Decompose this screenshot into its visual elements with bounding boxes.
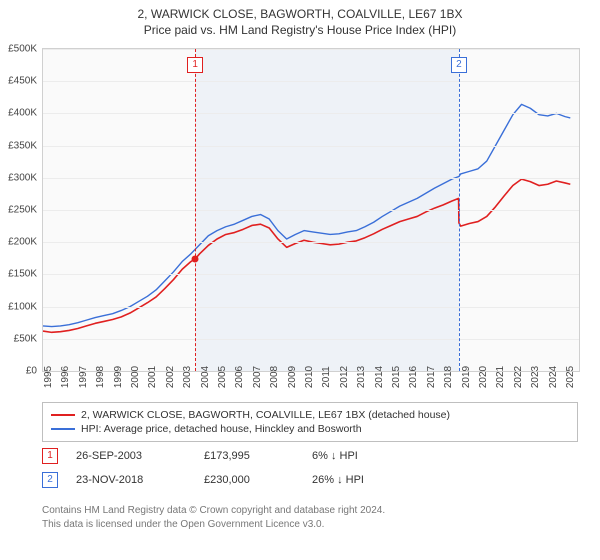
title-line2: Price paid vs. HM Land Registry's House …: [0, 22, 600, 38]
legend-swatch-hpi: [51, 428, 75, 430]
footer-line2: This data is licensed under the Open Gov…: [42, 518, 385, 532]
x-tick-label: 2018: [443, 366, 454, 388]
y-tick-label: £50K: [14, 333, 37, 344]
x-tick-label: 2002: [165, 366, 176, 388]
footer-line1: Contains HM Land Registry data © Crown c…: [42, 504, 385, 518]
y-tick-label: £350K: [8, 140, 37, 151]
x-tick-label: 2008: [269, 366, 280, 388]
y-gridline: [43, 49, 579, 50]
transaction-price: £173,995: [204, 450, 294, 462]
x-tick-label: 2021: [495, 366, 506, 388]
x-tick-label: 2025: [565, 366, 576, 388]
legend-label-hpi: HPI: Average price, detached house, Hinc…: [81, 423, 362, 435]
transaction-row: 1 26-SEP-2003 £173,995 6% ↓ HPI: [42, 448, 402, 464]
x-tick-label: 2010: [304, 366, 315, 388]
transaction-delta: 6% ↓ HPI: [312, 450, 402, 462]
x-tick-label: 1995: [43, 366, 54, 388]
transaction-badge: 2: [42, 472, 58, 488]
sale-point: [192, 255, 199, 262]
x-tick-label: 2003: [182, 366, 193, 388]
title-block: 2, WARWICK CLOSE, BAGWORTH, COALVILLE, L…: [0, 0, 600, 38]
marker-vline: [195, 49, 196, 371]
transaction-row: 2 23-NOV-2018 £230,000 26% ↓ HPI: [42, 472, 402, 488]
x-tick-label: 2016: [408, 366, 419, 388]
x-tick-label: 1999: [113, 366, 124, 388]
x-tick-label: 2000: [130, 366, 141, 388]
x-tick-label: 2007: [252, 366, 263, 388]
x-tick-label: 2023: [530, 366, 541, 388]
marker-badge: 2: [451, 57, 467, 73]
legend-row-hpi: HPI: Average price, detached house, Hinc…: [51, 423, 569, 435]
y-gridline: [43, 113, 579, 114]
y-tick-label: £100K: [8, 301, 37, 312]
x-tick-label: 2004: [200, 366, 211, 388]
y-gridline: [43, 307, 579, 308]
x-tick-label: 2009: [287, 366, 298, 388]
x-tick-label: 2001: [147, 366, 158, 388]
x-tick-label: 1997: [78, 366, 89, 388]
series-hpi: [43, 104, 570, 326]
y-gridline: [43, 178, 579, 179]
y-gridline: [43, 339, 579, 340]
y-gridline: [43, 81, 579, 82]
x-tick-label: 2015: [391, 366, 402, 388]
x-tick-label: 1996: [60, 366, 71, 388]
y-tick-label: £250K: [8, 205, 37, 216]
x-tick-label: 2014: [374, 366, 385, 388]
y-tick-label: £200K: [8, 237, 37, 248]
footer-note: Contains HM Land Registry data © Crown c…: [42, 504, 385, 531]
x-tick-label: 2012: [339, 366, 350, 388]
plot-area: £0£50K£100K£150K£200K£250K£300K£350K£400…: [42, 48, 580, 372]
y-gridline: [43, 274, 579, 275]
x-tick-label: 2011: [321, 366, 332, 388]
x-tick-label: 2024: [548, 366, 559, 388]
y-tick-label: £450K: [8, 76, 37, 87]
transaction-date: 26-SEP-2003: [76, 450, 186, 462]
y-gridline: [43, 146, 579, 147]
x-tick-label: 2022: [513, 366, 524, 388]
y-gridline: [43, 210, 579, 211]
title-line1: 2, WARWICK CLOSE, BAGWORTH, COALVILLE, L…: [0, 6, 600, 22]
transaction-price: £230,000: [204, 474, 294, 486]
x-tick-label: 2017: [426, 366, 437, 388]
y-gridline: [43, 242, 579, 243]
x-tick-label: 2019: [461, 366, 472, 388]
y-tick-label: £300K: [8, 172, 37, 183]
x-tick-label: 2013: [356, 366, 367, 388]
marker-badge: 1: [187, 57, 203, 73]
transaction-delta: 26% ↓ HPI: [312, 474, 402, 486]
x-tick-label: 2006: [234, 366, 245, 388]
legend-swatch-property: [51, 414, 75, 416]
x-tick-label: 2005: [217, 366, 228, 388]
y-tick-label: £150K: [8, 269, 37, 280]
transaction-badge: 1: [42, 448, 58, 464]
legend-box: 2, WARWICK CLOSE, BAGWORTH, COALVILLE, L…: [42, 402, 578, 442]
y-tick-label: £0: [26, 366, 37, 377]
legend-label-property: 2, WARWICK CLOSE, BAGWORTH, COALVILLE, L…: [81, 409, 450, 421]
x-tick-label: 2020: [478, 366, 489, 388]
y-tick-label: £500K: [8, 44, 37, 55]
marker-vline: [459, 49, 460, 371]
y-tick-label: £400K: [8, 108, 37, 119]
transaction-date: 23-NOV-2018: [76, 474, 186, 486]
x-tick-label: 1998: [95, 366, 106, 388]
chart-container: 2, WARWICK CLOSE, BAGWORTH, COALVILLE, L…: [0, 0, 600, 560]
legend-row-property: 2, WARWICK CLOSE, BAGWORTH, COALVILLE, L…: [51, 409, 569, 421]
